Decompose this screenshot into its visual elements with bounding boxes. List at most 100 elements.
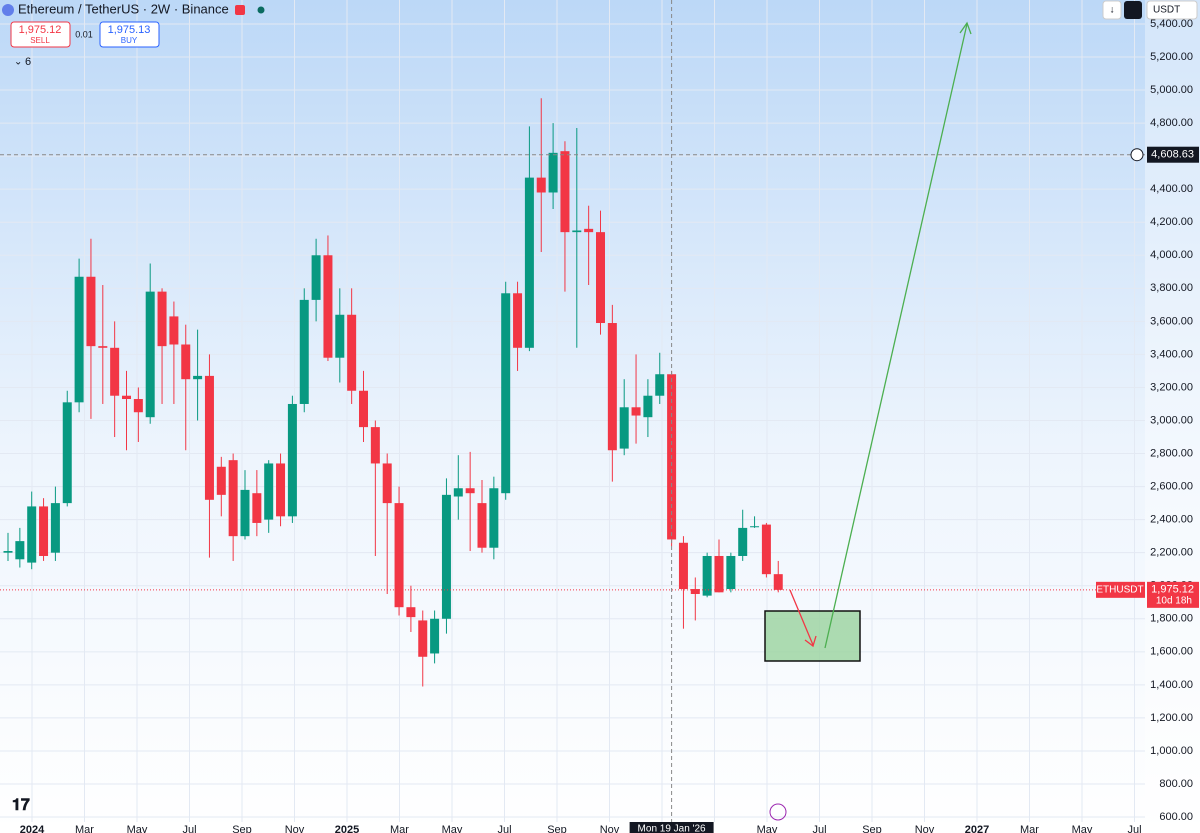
candle-body bbox=[145, 291, 155, 418]
x-tick-label: May bbox=[127, 824, 148, 833]
y-tick-label: 1,600.00 bbox=[1150, 646, 1193, 658]
candle-body bbox=[98, 346, 108, 348]
candle-body bbox=[501, 293, 511, 494]
candle-body bbox=[631, 407, 641, 416]
buy-price: 1,975.13 bbox=[108, 24, 151, 36]
candle-body bbox=[169, 316, 179, 345]
candle-body bbox=[382, 463, 392, 504]
candle-body bbox=[465, 488, 475, 494]
candle-body bbox=[27, 506, 37, 563]
y-tick-label: 1,000.00 bbox=[1150, 745, 1193, 757]
x-tick-label: 2025 bbox=[335, 824, 359, 833]
axis-panel bbox=[1145, 0, 1200, 833]
candle-body bbox=[536, 177, 546, 193]
x-tick-label: Jul bbox=[812, 824, 826, 833]
y-tick-label: 3,800.00 bbox=[1150, 282, 1193, 294]
buy-button[interactable] bbox=[99, 21, 160, 48]
candle-body bbox=[133, 399, 143, 413]
candle-body bbox=[287, 403, 297, 517]
candle-body bbox=[607, 323, 617, 451]
buy-label: BUY bbox=[121, 36, 138, 45]
crosshair-price: 4,608.63 bbox=[1151, 149, 1194, 161]
candle-body bbox=[86, 276, 96, 347]
candle-body bbox=[216, 466, 226, 495]
candle-body bbox=[441, 494, 451, 619]
candle-body bbox=[311, 255, 321, 300]
event-icon[interactable] bbox=[769, 803, 787, 821]
down-arrow-head bbox=[804, 635, 817, 648]
candle-body bbox=[3, 551, 13, 553]
x-tick-label: Mar bbox=[1020, 824, 1039, 833]
coin-icon bbox=[2, 4, 14, 16]
y-tick-label: 800.00 bbox=[1159, 778, 1193, 790]
currency-select[interactable] bbox=[1146, 0, 1198, 20]
candle-body bbox=[678, 542, 688, 590]
candle-body bbox=[596, 232, 605, 324]
candle-body bbox=[418, 620, 428, 657]
candle-body bbox=[690, 589, 700, 594]
x-tick-label: Nov bbox=[915, 824, 935, 833]
x-tick-label: Mar bbox=[75, 824, 94, 833]
candle-body bbox=[726, 555, 736, 590]
candle-body bbox=[572, 230, 582, 233]
x-tick-label: May bbox=[1072, 824, 1093, 833]
candle-body bbox=[39, 506, 49, 556]
logo: 𝟏𝟕 bbox=[12, 797, 30, 814]
x-tick-label: Jul bbox=[182, 824, 196, 833]
candle-body bbox=[347, 314, 357, 391]
candle-body bbox=[276, 463, 286, 517]
candle-body bbox=[524, 177, 534, 348]
symbol-title: Ethereum / TetherUS · 2W · Binance bbox=[18, 1, 229, 16]
candle-body bbox=[714, 555, 724, 593]
candle-body bbox=[477, 503, 487, 548]
status-dot bbox=[257, 6, 265, 14]
candle-body bbox=[264, 463, 274, 520]
up-arrow-head bbox=[959, 21, 972, 35]
candle-body bbox=[110, 347, 120, 396]
sell-label: SELL bbox=[30, 36, 50, 45]
y-tick-label: 1,400.00 bbox=[1150, 679, 1193, 691]
candle-body bbox=[50, 503, 60, 553]
candle-body bbox=[74, 276, 84, 403]
candle-body bbox=[181, 344, 191, 380]
symbol-box bbox=[1096, 581, 1145, 598]
target-zone bbox=[764, 610, 861, 662]
sell-button[interactable] bbox=[10, 21, 71, 48]
countdown: 10d 18h bbox=[1156, 595, 1192, 606]
x-tick-label: 2027 bbox=[965, 824, 989, 833]
candle-body bbox=[406, 607, 416, 618]
candle-body bbox=[750, 526, 760, 528]
candle-body bbox=[453, 488, 463, 497]
y-tick-label: 5,200.00 bbox=[1150, 51, 1193, 63]
x-tick-label: Sep bbox=[862, 824, 882, 833]
x-tick-label: Sep bbox=[232, 824, 252, 833]
spread: 0.01 bbox=[75, 29, 93, 39]
y-tick-label: 3,600.00 bbox=[1150, 315, 1193, 327]
x-tick-label: May bbox=[757, 824, 778, 833]
y-tick-label: 4,200.00 bbox=[1150, 216, 1193, 228]
collapse-icon[interactable]: ⌄ bbox=[14, 57, 22, 68]
candle-body bbox=[643, 395, 653, 418]
crosshair-plus bbox=[1130, 148, 1144, 162]
y-tick-label: 4,000.00 bbox=[1150, 249, 1193, 261]
candle-body bbox=[359, 390, 368, 428]
candle-body bbox=[323, 255, 333, 358]
indicators-count: 6 bbox=[25, 56, 31, 68]
x-tick-label: Jul bbox=[1127, 824, 1141, 833]
candle-body bbox=[299, 299, 309, 404]
candle-body bbox=[193, 375, 203, 380]
grid bbox=[0, 0, 1145, 822]
candle-body bbox=[773, 574, 783, 590]
download-button[interactable] bbox=[1102, 0, 1122, 20]
toggle-button[interactable] bbox=[1124, 1, 1142, 19]
candle-body bbox=[513, 293, 523, 348]
x-tick-label: Nov bbox=[600, 824, 620, 833]
x-tick-label: Sep bbox=[547, 824, 567, 833]
y-tick-label: 3,400.00 bbox=[1150, 348, 1193, 360]
y-tick-label: 5,400.00 bbox=[1150, 18, 1193, 30]
currency: USDT bbox=[1153, 5, 1180, 16]
last-price: 1,975.12 bbox=[1151, 584, 1194, 596]
